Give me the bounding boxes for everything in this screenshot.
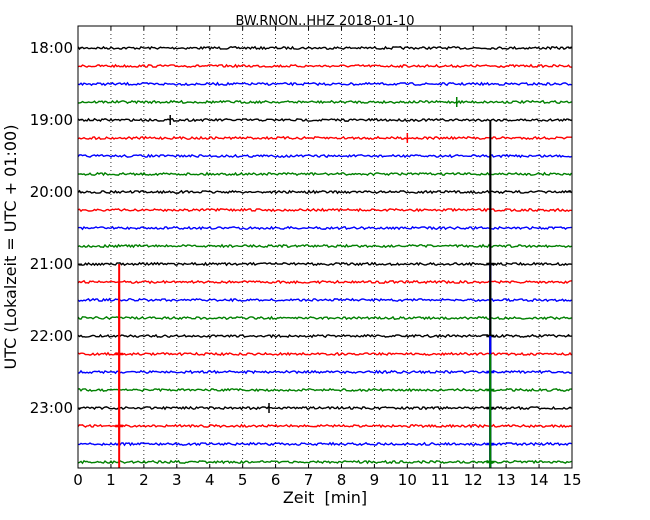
y-tick-label-0: 18:00 [30,39,73,57]
y-tick-label-2: 20:00 [30,183,73,201]
event-group [115,97,495,468]
x-tick-label-15: 15 [562,471,581,489]
trace-2015 [77,207,572,213]
x-tick-label-7: 7 [304,471,314,489]
x-tick-label-5: 5 [238,471,248,489]
trace-1930 [77,153,572,159]
trace-2130 [77,297,572,303]
y-tick-label-1: 19:00 [30,111,73,129]
y-tick-label-3: 21:00 [30,255,73,273]
x-axis-label: Zeit [min] [283,488,367,507]
trace-2045 [77,243,572,249]
trace-2030 [77,225,572,231]
trace-2315 [77,423,572,429]
x-tick-label-14: 14 [530,471,549,489]
trace-1815 [77,63,572,69]
x-tick-label-3: 3 [172,471,182,489]
x-tick-label-12: 12 [464,471,483,489]
chart-title: BW.RNON..HHZ 2018-01-10 [235,14,414,29]
x-tick-label-6: 6 [271,471,281,489]
trace-2145 [77,315,572,321]
trace-2000 [77,189,573,195]
x-tick-label-4: 4 [205,471,215,489]
plot-frame [77,25,573,469]
y-tick-label-5: 23:00 [30,399,73,417]
x-tick-label-11: 11 [431,471,450,489]
y-axis: 18:00 19:00 20:00 21:00 22:00 23:00 [30,39,572,417]
trace-2115 [77,279,572,285]
trace-1915 [77,135,572,141]
vertical-gridlines [110,26,540,468]
x-tick-label-9: 9 [370,471,380,489]
y-axis-label: UTC (Lokalzeit = UTC + 01:00) [1,125,20,370]
y-tick-label-4: 22:00 [30,327,73,345]
x-tick-label-8: 8 [337,471,347,489]
x-axis: 0 1 2 3 4 5 6 7 8 9 10 11 12 13 14 15 [73,26,582,489]
trace-group [77,45,573,465]
trace-1945 [77,171,573,177]
trace-2215 [77,351,573,357]
x-tick-label-1: 1 [106,471,116,489]
x-tick-label-0: 0 [73,471,83,489]
x-tick-label-2: 2 [139,471,149,489]
x-tick-label-10: 10 [398,471,417,489]
trace-1900 [77,117,572,123]
trace-1800 [77,45,572,51]
x-tick-label-13: 13 [497,471,516,489]
trace-1830 [77,81,572,87]
trace-1845 [77,99,572,105]
